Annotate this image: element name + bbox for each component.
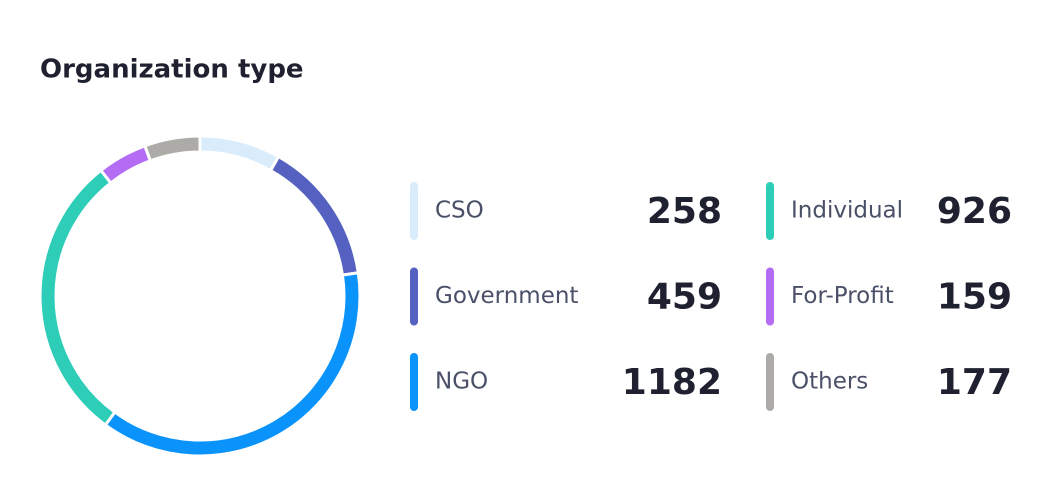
legend-label: Others: [791, 369, 868, 395]
legend-swatch: [766, 182, 774, 240]
wedge: [142, 134, 202, 163]
legend-value: 1182: [622, 362, 722, 403]
legend-value: 258: [647, 191, 722, 232]
legend-label: Individual: [791, 198, 903, 224]
legend-swatch: [766, 353, 774, 411]
legend-label: For-Profit: [791, 283, 894, 309]
legend-label: Government: [435, 283, 578, 309]
legend-swatch: [410, 267, 418, 326]
legend-label: NGO: [435, 369, 488, 395]
legend-value: 926: [937, 191, 1012, 232]
chart-title: Organization type: [40, 55, 304, 85]
legend-swatch: [410, 182, 418, 240]
legend-value: 177: [937, 362, 1012, 403]
legend-swatch: [766, 267, 774, 326]
legend-swatch: [410, 353, 418, 411]
legend-value: 159: [937, 277, 1012, 318]
legend-label: CSO: [435, 198, 484, 224]
legend-value: 459: [647, 277, 722, 318]
